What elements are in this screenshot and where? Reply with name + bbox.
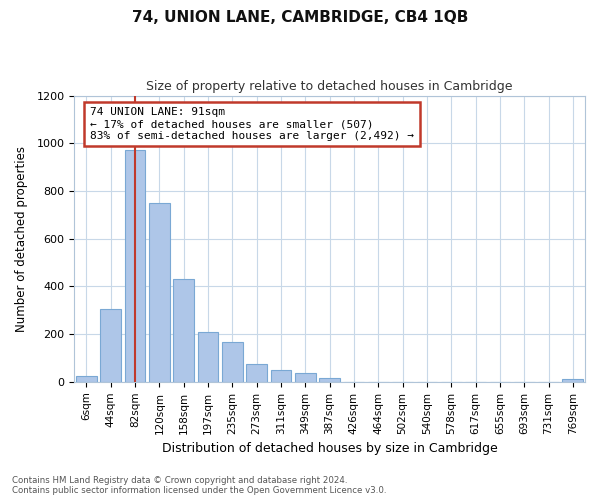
Bar [125,150,145,382]
Bar [562,380,583,382]
Bar [222,342,242,382]
Bar [319,378,340,382]
Bar [76,376,97,382]
Bar [173,279,194,382]
Bar [295,374,316,382]
Y-axis label: Number of detached properties: Number of detached properties [15,146,28,332]
Bar [271,370,291,382]
Bar [197,332,218,382]
Bar [100,309,121,382]
Bar [149,203,170,382]
X-axis label: Distribution of detached houses by size in Cambridge: Distribution of detached houses by size … [162,442,497,455]
Bar [246,364,267,382]
Text: Contains HM Land Registry data © Crown copyright and database right 2024.
Contai: Contains HM Land Registry data © Crown c… [12,476,386,495]
Text: 74, UNION LANE, CAMBRIDGE, CB4 1QB: 74, UNION LANE, CAMBRIDGE, CB4 1QB [132,10,468,25]
Title: Size of property relative to detached houses in Cambridge: Size of property relative to detached ho… [146,80,513,93]
Text: 74 UNION LANE: 91sqm
← 17% of detached houses are smaller (507)
83% of semi-deta: 74 UNION LANE: 91sqm ← 17% of detached h… [90,108,414,140]
